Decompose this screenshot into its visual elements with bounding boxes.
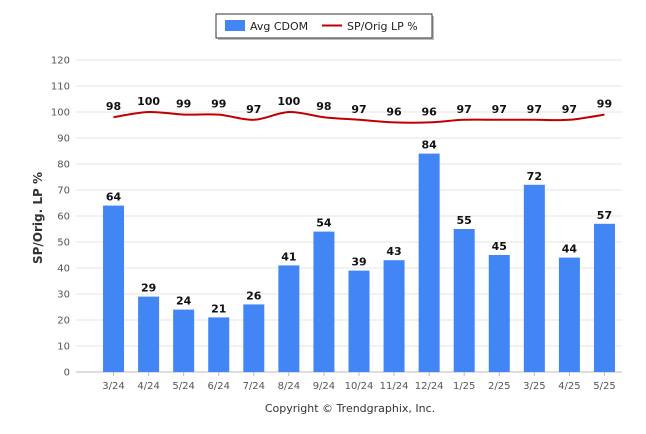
y-tick-label: 60 [57, 212, 70, 223]
bars: 64 29 24 21 26 41 54 39 43 84 55 45 72 44 57 [103, 139, 615, 372]
y-tick-label: 90 [57, 134, 70, 145]
line-data-label: 99 [597, 98, 612, 111]
bar-data-label: 24 [176, 295, 192, 308]
bar [348, 270, 370, 372]
bar-data-label: 44 [562, 243, 578, 256]
bar [208, 317, 230, 372]
bar-data-label: 26 [246, 289, 262, 302]
bar-data-label: 45 [492, 240, 507, 253]
line-series: 98 100 99 99 97 100 98 97 96 96 97 97 97 97 99 [106, 95, 612, 124]
bar [313, 231, 335, 372]
x-tick-label: 11/24 [380, 381, 409, 392]
bar [138, 296, 160, 372]
copyright-text: Copyright © Trendgraphix, Inc. [265, 402, 435, 415]
line-data-label: 97 [492, 103, 507, 116]
line-data-label: 98 [316, 100, 331, 113]
y-tick-label: 50 [57, 238, 70, 249]
bar-data-label: 64 [106, 191, 122, 204]
line-data-label: 97 [351, 103, 366, 116]
y-tick-label: 120 [51, 56, 70, 67]
y-tick-label: 20 [57, 316, 70, 327]
bar [593, 223, 615, 372]
legend-label-sp-orig: SP/Orig LP % [347, 20, 418, 33]
x-tick-label: 12/24 [415, 381, 444, 392]
bar [558, 257, 580, 372]
bar [488, 255, 510, 372]
line-data-label: 98 [106, 100, 121, 113]
line-data-label: 99 [211, 98, 226, 111]
bar [383, 260, 405, 372]
x-tick-label: 5/24 [172, 381, 194, 392]
legend-label-avg-cdom: Avg CDOM [250, 20, 308, 33]
legend: Avg CDOM SP/Orig LP % [215, 13, 434, 40]
line-data-label: 96 [421, 105, 437, 118]
x-tick-label: 6/24 [207, 381, 229, 392]
bar [173, 309, 195, 372]
bar-data-label: 43 [386, 245, 401, 258]
y-tick-label: 0 [64, 368, 70, 379]
bar [453, 229, 475, 372]
y-tick-label: 110 [51, 82, 70, 93]
line-data-label: 96 [386, 105, 402, 118]
gridlines [76, 59, 622, 373]
y-axis-ticks: 0 10 20 30 40 50 60 70 80 90 100 110 120 [51, 56, 70, 379]
y-tick-label: 40 [57, 264, 70, 275]
x-tick-label: 3/24 [102, 381, 124, 392]
x-tick-label: 3/25 [523, 381, 545, 392]
x-tick-label: 7/24 [243, 381, 265, 392]
y-tick-label: 70 [57, 186, 70, 197]
bar-data-label: 54 [316, 217, 332, 230]
x-tick-label: 2/25 [488, 381, 510, 392]
y-tick-label: 80 [57, 160, 70, 171]
bar-data-label: 55 [457, 214, 472, 227]
bar [523, 184, 545, 372]
x-tick-label: 8/24 [278, 381, 300, 392]
x-tick-label: 4/24 [137, 381, 159, 392]
y-axis-label: SP/Orig. LP % [31, 172, 45, 264]
x-tick-label: 10/24 [345, 381, 374, 392]
line-data-label: 97 [562, 103, 577, 116]
x-tick-label: 1/25 [453, 381, 475, 392]
x-tick-label: 4/25 [558, 381, 580, 392]
x-tick-label: 5/25 [593, 381, 615, 392]
legend-swatch-avg-cdom [225, 20, 245, 31]
x-axis-ticks: 3/24 4/24 5/24 6/24 7/24 8/24 9/24 10/24 11/24 12… [102, 372, 616, 392]
line-data-label: 99 [176, 98, 191, 111]
line-data-label: 97 [527, 103, 542, 116]
bar-data-label: 41 [281, 250, 296, 263]
line-data-label: 100 [137, 95, 160, 108]
y-tick-label: 100 [51, 108, 70, 119]
bar [418, 153, 440, 372]
line-data-label: 100 [277, 95, 300, 108]
bar [103, 205, 125, 372]
sp-orig-line [113, 110, 605, 124]
bar-data-label: 57 [597, 209, 612, 222]
bar-data-label: 29 [141, 282, 156, 295]
bar-data-label: 84 [421, 139, 437, 152]
line-data-label: 97 [457, 103, 472, 116]
bar-data-label: 21 [211, 302, 226, 315]
bar-data-label: 39 [351, 256, 366, 269]
bar-data-label: 72 [527, 170, 542, 183]
bar [278, 265, 300, 372]
y-tick-label: 30 [57, 290, 70, 301]
line-data-label: 97 [246, 103, 261, 116]
y-tick-label: 10 [57, 342, 70, 353]
x-tick-label: 9/24 [313, 381, 335, 392]
bar [243, 304, 265, 372]
